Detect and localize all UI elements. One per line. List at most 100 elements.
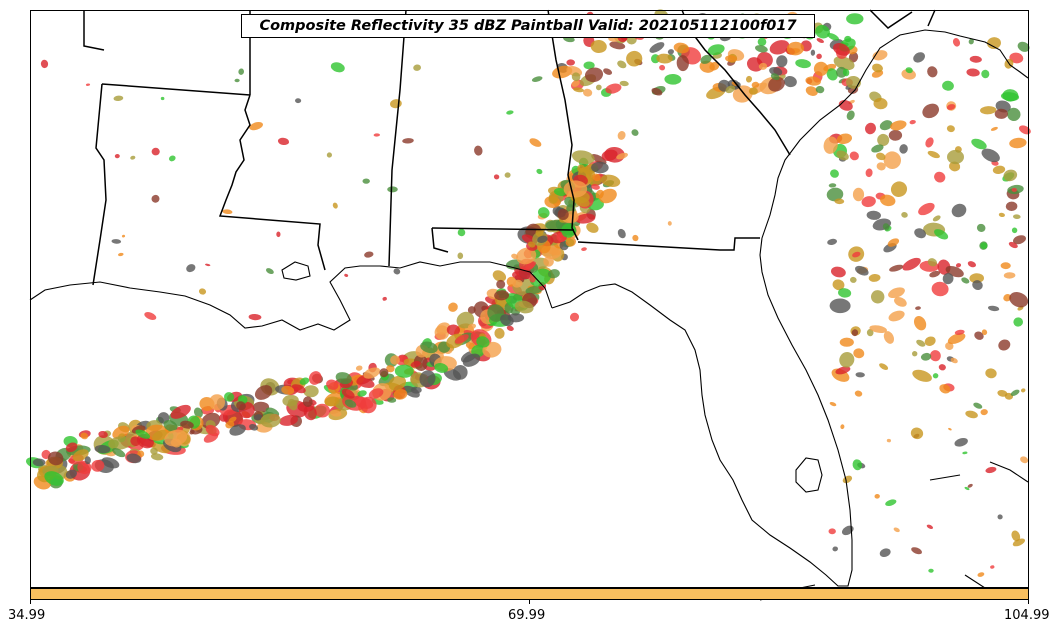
paintball-blob bbox=[725, 85, 736, 94]
paintball-blob bbox=[865, 122, 876, 135]
paintball-blob bbox=[507, 313, 525, 323]
paintball-blob bbox=[918, 202, 935, 216]
paintball-blob bbox=[85, 83, 91, 86]
paintball-blob bbox=[823, 136, 838, 154]
paintball-blob bbox=[932, 215, 941, 222]
bahamas-island bbox=[929, 474, 961, 481]
paintball-blob bbox=[603, 68, 613, 75]
border-ms-al bbox=[388, 9, 407, 267]
paintball-blob bbox=[387, 186, 398, 193]
paintball-blob bbox=[403, 385, 420, 398]
paintball-blob bbox=[514, 300, 534, 314]
paintball-blob bbox=[890, 120, 907, 131]
paintball-blob bbox=[868, 273, 881, 282]
paintball-blob bbox=[832, 546, 838, 552]
paintball-blob bbox=[985, 466, 997, 474]
paintball-blob bbox=[118, 252, 124, 257]
paintball-blob bbox=[980, 242, 988, 250]
border-al-ga bbox=[547, 9, 579, 241]
paintball-blob bbox=[112, 425, 130, 440]
paintball-blob bbox=[828, 183, 837, 188]
paintball-blob bbox=[883, 331, 894, 344]
paintball-blob bbox=[516, 247, 537, 265]
paintball-blob bbox=[998, 339, 1011, 351]
paintball-blob bbox=[1009, 52, 1024, 64]
paintball-blob bbox=[667, 221, 672, 226]
border-sc-top bbox=[927, 9, 936, 27]
paintball-blob bbox=[249, 424, 259, 431]
paintball-blob bbox=[557, 208, 569, 220]
paintball-blob bbox=[947, 149, 964, 165]
paintball-blob bbox=[169, 155, 176, 162]
paintball-blob bbox=[324, 396, 340, 407]
paintball-blob bbox=[768, 76, 785, 92]
paintball-blob bbox=[326, 379, 339, 390]
paintball-blob bbox=[852, 251, 861, 258]
paintball-blob bbox=[912, 350, 918, 357]
border-al-panhandle bbox=[431, 227, 449, 253]
paintball-blob bbox=[980, 409, 988, 416]
colorbar bbox=[30, 588, 1029, 600]
paintball-blob bbox=[476, 336, 490, 348]
paintball-blob bbox=[874, 493, 880, 499]
coastline bbox=[29, 29, 1029, 601]
paintball-blob bbox=[981, 148, 1000, 163]
paintball-blob bbox=[1003, 169, 1018, 182]
paintball-blob bbox=[866, 210, 881, 220]
paintball-blob bbox=[977, 572, 985, 577]
paintball-blob bbox=[344, 399, 357, 408]
paintball-blob bbox=[393, 268, 401, 275]
paintball-blob bbox=[566, 59, 575, 66]
paintball-blob bbox=[927, 150, 940, 159]
paintball-blob bbox=[827, 32, 839, 41]
paintball-blob bbox=[905, 67, 913, 74]
paintball-blob bbox=[632, 234, 639, 242]
paintball-blob bbox=[902, 257, 921, 271]
coast-atlantic bbox=[761, 29, 1029, 239]
paintball-blob bbox=[829, 298, 851, 314]
paintball-blob bbox=[569, 312, 580, 322]
paintball-blob bbox=[150, 441, 171, 454]
paintball-blob bbox=[870, 290, 885, 304]
paintball-blob bbox=[1009, 137, 1027, 149]
paintball-blob bbox=[911, 547, 923, 555]
paintball-blob bbox=[600, 174, 621, 187]
paintball-blob bbox=[390, 355, 400, 365]
paintball-blob bbox=[783, 76, 797, 88]
paintball-blob bbox=[535, 228, 544, 237]
paintball-blob bbox=[795, 59, 811, 69]
paintball-blob bbox=[98, 430, 108, 439]
paintball-blob bbox=[955, 263, 962, 268]
paintball-blob bbox=[186, 264, 196, 273]
border-ar-la-north bbox=[101, 83, 251, 96]
paintball-blob bbox=[833, 56, 855, 71]
paintball-blob bbox=[842, 475, 853, 484]
paintball-blob bbox=[776, 55, 788, 68]
paintball-blob bbox=[362, 178, 370, 184]
paintball-blob bbox=[537, 235, 548, 243]
paintball-blob bbox=[949, 161, 961, 172]
paintball-blob bbox=[913, 52, 925, 63]
paintball-blob bbox=[925, 137, 934, 148]
paintball-blob bbox=[664, 73, 682, 85]
paintball-blob bbox=[840, 424, 845, 430]
paintball-blob bbox=[676, 55, 689, 72]
paintball-blob bbox=[828, 528, 836, 535]
paintball-blob bbox=[575, 213, 596, 224]
paintball-blob bbox=[571, 150, 595, 165]
paintball-blob bbox=[462, 353, 481, 367]
paintball-blob bbox=[619, 80, 629, 87]
coast-tx-la bbox=[29, 261, 553, 331]
paintball-blob bbox=[915, 306, 921, 310]
paintball-blob bbox=[834, 198, 845, 205]
coast-florida bbox=[551, 237, 853, 587]
paintball-blob bbox=[815, 85, 825, 94]
border-la-ms-river bbox=[218, 94, 326, 271]
paintball-blob bbox=[838, 288, 852, 298]
paintball-blob bbox=[855, 265, 869, 276]
paintball-blob bbox=[974, 331, 984, 340]
paintball-blob bbox=[1011, 227, 1018, 234]
paintball-blob bbox=[47, 451, 64, 466]
paintball-blob bbox=[872, 63, 883, 73]
paintball-blob bbox=[205, 424, 220, 437]
